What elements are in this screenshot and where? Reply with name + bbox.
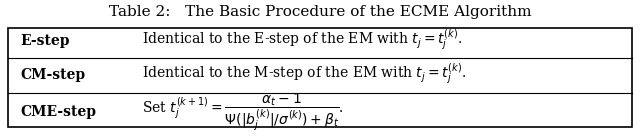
- Text: CM-step: CM-step: [20, 67, 86, 82]
- Text: CME-step: CME-step: [20, 105, 97, 119]
- Text: Table 2:   The Basic Procedure of the ECME Algorithm: Table 2: The Basic Procedure of the ECME…: [109, 5, 531, 19]
- Text: Identical to the M-step of the EM with $t_j = t_j^{(k)}$.: Identical to the M-step of the EM with $…: [141, 62, 466, 87]
- Text: E-step: E-step: [20, 34, 70, 48]
- Text: Identical to the E-step of the EM with $t_j = t_j^{(k)}$.: Identical to the E-step of the EM with $…: [141, 28, 462, 53]
- Text: Set $t_j^{(k+1)} = \dfrac{\alpha_t - 1}{\Psi(|b_j^{(k)}|/\sigma^{(k)}) + \beta_t: Set $t_j^{(k+1)} = \dfrac{\alpha_t - 1}{…: [141, 92, 344, 133]
